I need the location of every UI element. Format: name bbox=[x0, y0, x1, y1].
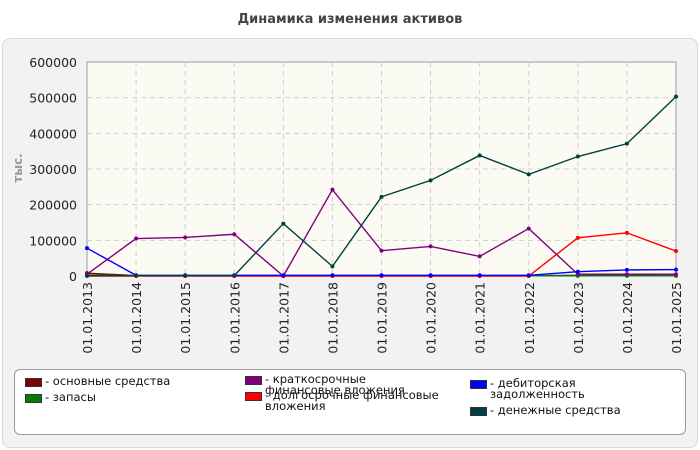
x-tick-label: 01.01.2019 bbox=[375, 282, 390, 354]
x-tick-label: 01.01.2015 bbox=[178, 282, 193, 354]
series-point bbox=[477, 254, 482, 259]
series-point bbox=[281, 221, 286, 226]
y-tick-label: 400000 bbox=[29, 126, 77, 141]
series-point bbox=[379, 248, 384, 253]
y-tick-label: 300000 bbox=[29, 162, 77, 177]
chart-title: Динамика изменения активов bbox=[237, 12, 463, 27]
series-point bbox=[477, 273, 482, 278]
series-point bbox=[85, 246, 89, 251]
series-point bbox=[674, 267, 678, 272]
series-point bbox=[575, 235, 580, 240]
legend-item: - краткосрочные финансовые вложения bbox=[245, 372, 445, 397]
series-point bbox=[575, 154, 580, 159]
grid-lines bbox=[87, 62, 676, 276]
series-point bbox=[330, 187, 335, 192]
x-tick-label: 01.01.2021 bbox=[473, 282, 488, 354]
y-tick-label: 200000 bbox=[29, 198, 77, 213]
x-tick-label: 01.01.2020 bbox=[424, 282, 439, 354]
series-point bbox=[330, 273, 335, 278]
series-point bbox=[428, 178, 433, 183]
legend-label: - долгосрочные финансовые вложения bbox=[265, 388, 439, 413]
x-tick-label: 01.01.2023 bbox=[571, 282, 586, 354]
x-tick-label: 01.01.2013 bbox=[80, 282, 95, 354]
legend-item: - запасы bbox=[25, 390, 235, 404]
series-point bbox=[674, 94, 678, 99]
series-point bbox=[477, 153, 482, 158]
series-point bbox=[575, 269, 580, 274]
series-point bbox=[624, 230, 629, 235]
series-point bbox=[624, 267, 629, 272]
x-tick-label: 01.01.2018 bbox=[325, 282, 340, 354]
legend: - основные средства - запасы - краткосрочн… bbox=[14, 369, 686, 435]
legend-label: - основные средства bbox=[45, 374, 171, 388]
legend-label: - краткосрочные финансовые вложения bbox=[265, 372, 405, 397]
series-point bbox=[624, 272, 629, 277]
x-tick-label: 01.01.2024 bbox=[620, 282, 635, 354]
series-point bbox=[134, 236, 139, 241]
x-tick-label: 01.01.2017 bbox=[276, 282, 291, 354]
x-tick-label: 01.01.2014 bbox=[129, 282, 144, 354]
legend-item: - долгосрочные финансовые вложения bbox=[245, 388, 475, 413]
series-point bbox=[526, 172, 531, 177]
x-tick-labels: 01.01.2013 01.01.2014 01.01.2015 01.01.2016… bbox=[80, 282, 684, 354]
legend-swatch bbox=[25, 378, 42, 387]
series-point bbox=[232, 273, 237, 278]
series-point bbox=[624, 141, 629, 146]
legend-swatch bbox=[245, 376, 262, 385]
legend-swatch bbox=[470, 407, 487, 416]
series-point bbox=[526, 273, 531, 278]
y-tick-label: 0 bbox=[69, 269, 77, 284]
series-lines bbox=[85, 94, 678, 278]
y-axis-label: тыс. bbox=[11, 153, 25, 182]
legend-swatch bbox=[25, 394, 42, 403]
y-tick-label: 500000 bbox=[29, 91, 77, 106]
y-tick-label: 100000 bbox=[29, 233, 77, 248]
legend-label: - запасы bbox=[45, 390, 96, 404]
legend-item: - основные средства bbox=[25, 374, 225, 388]
series-point bbox=[330, 264, 335, 269]
legend-swatch bbox=[245, 392, 262, 401]
legend-label: - дебиторская задолженность bbox=[490, 376, 585, 401]
y-tick-label: 600000 bbox=[29, 55, 77, 70]
series-point bbox=[379, 194, 384, 199]
series-point bbox=[281, 273, 286, 278]
series-point bbox=[379, 273, 384, 278]
series-point bbox=[232, 232, 237, 237]
series-point bbox=[674, 249, 678, 254]
legend-swatch bbox=[470, 380, 487, 389]
y-tick-labels: 0 100000 200000 300000 400000 500000 600000 bbox=[29, 55, 77, 284]
legend-label: - денежные средства bbox=[490, 403, 621, 417]
series-point bbox=[674, 272, 678, 277]
series-point bbox=[134, 273, 139, 278]
series-point bbox=[85, 273, 89, 278]
legend-item: - дебиторская задолженность bbox=[470, 376, 670, 401]
series-point bbox=[428, 244, 433, 249]
series-point bbox=[183, 273, 188, 278]
x-tick-label: 01.01.2022 bbox=[522, 282, 537, 354]
series-point bbox=[183, 235, 188, 240]
series-point bbox=[526, 226, 531, 231]
legend-item: - денежные средства bbox=[470, 403, 670, 417]
series-point bbox=[428, 273, 433, 278]
x-tick-label: 01.01.2025 bbox=[669, 282, 684, 354]
x-tick-label: 01.01.2016 bbox=[227, 282, 242, 354]
